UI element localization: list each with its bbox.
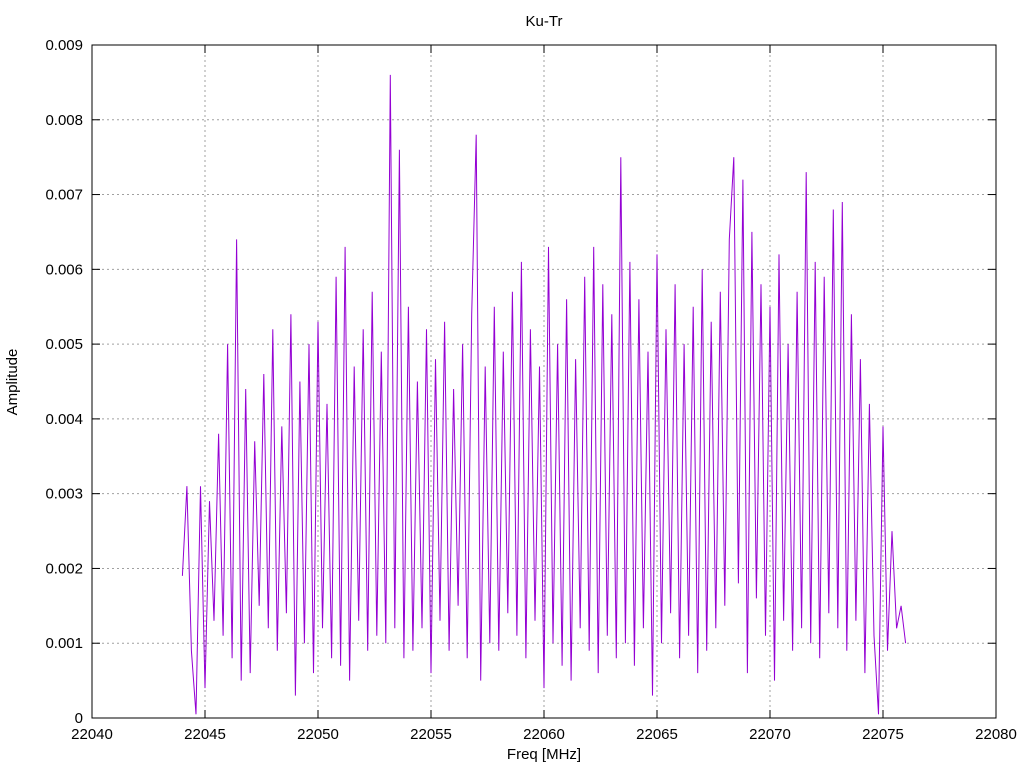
y-tick-label: 0.008	[45, 112, 83, 129]
x-tick-label: 22060	[523, 726, 565, 743]
x-tick-label: 22045	[184, 726, 226, 743]
chart-title: Ku-Tr	[526, 13, 563, 30]
y-tick-label: 0.005	[45, 336, 83, 353]
y-tick-label: 0.003	[45, 486, 83, 503]
y-axis-label: Amplitude	[4, 349, 21, 416]
x-tick-label: 22050	[297, 726, 339, 743]
y-tick-label: 0.007	[45, 187, 83, 204]
x-tick-label: 22055	[410, 726, 452, 743]
y-tick-label: 0	[75, 710, 83, 727]
x-tick-label: 22075	[862, 726, 904, 743]
y-tick-label: 0.009	[45, 37, 83, 54]
x-tick-label: 22065	[636, 726, 678, 743]
y-tick-label: 0.004	[45, 411, 83, 428]
y-tick-label: 0.001	[45, 635, 83, 652]
y-tick-label: 0.002	[45, 560, 83, 577]
x-tick-label: 22040	[71, 726, 113, 743]
ticks: 22040 22045 22050 22055 22060 22065 22070 22075…	[45, 37, 1016, 743]
x-tick-label: 22070	[749, 726, 791, 743]
series-line	[181, 74, 907, 715]
x-tick-label: 22080	[975, 726, 1017, 743]
x-axis-label: Freq [MHz]	[507, 746, 581, 763]
y-tick-label: 0.006	[45, 261, 83, 278]
